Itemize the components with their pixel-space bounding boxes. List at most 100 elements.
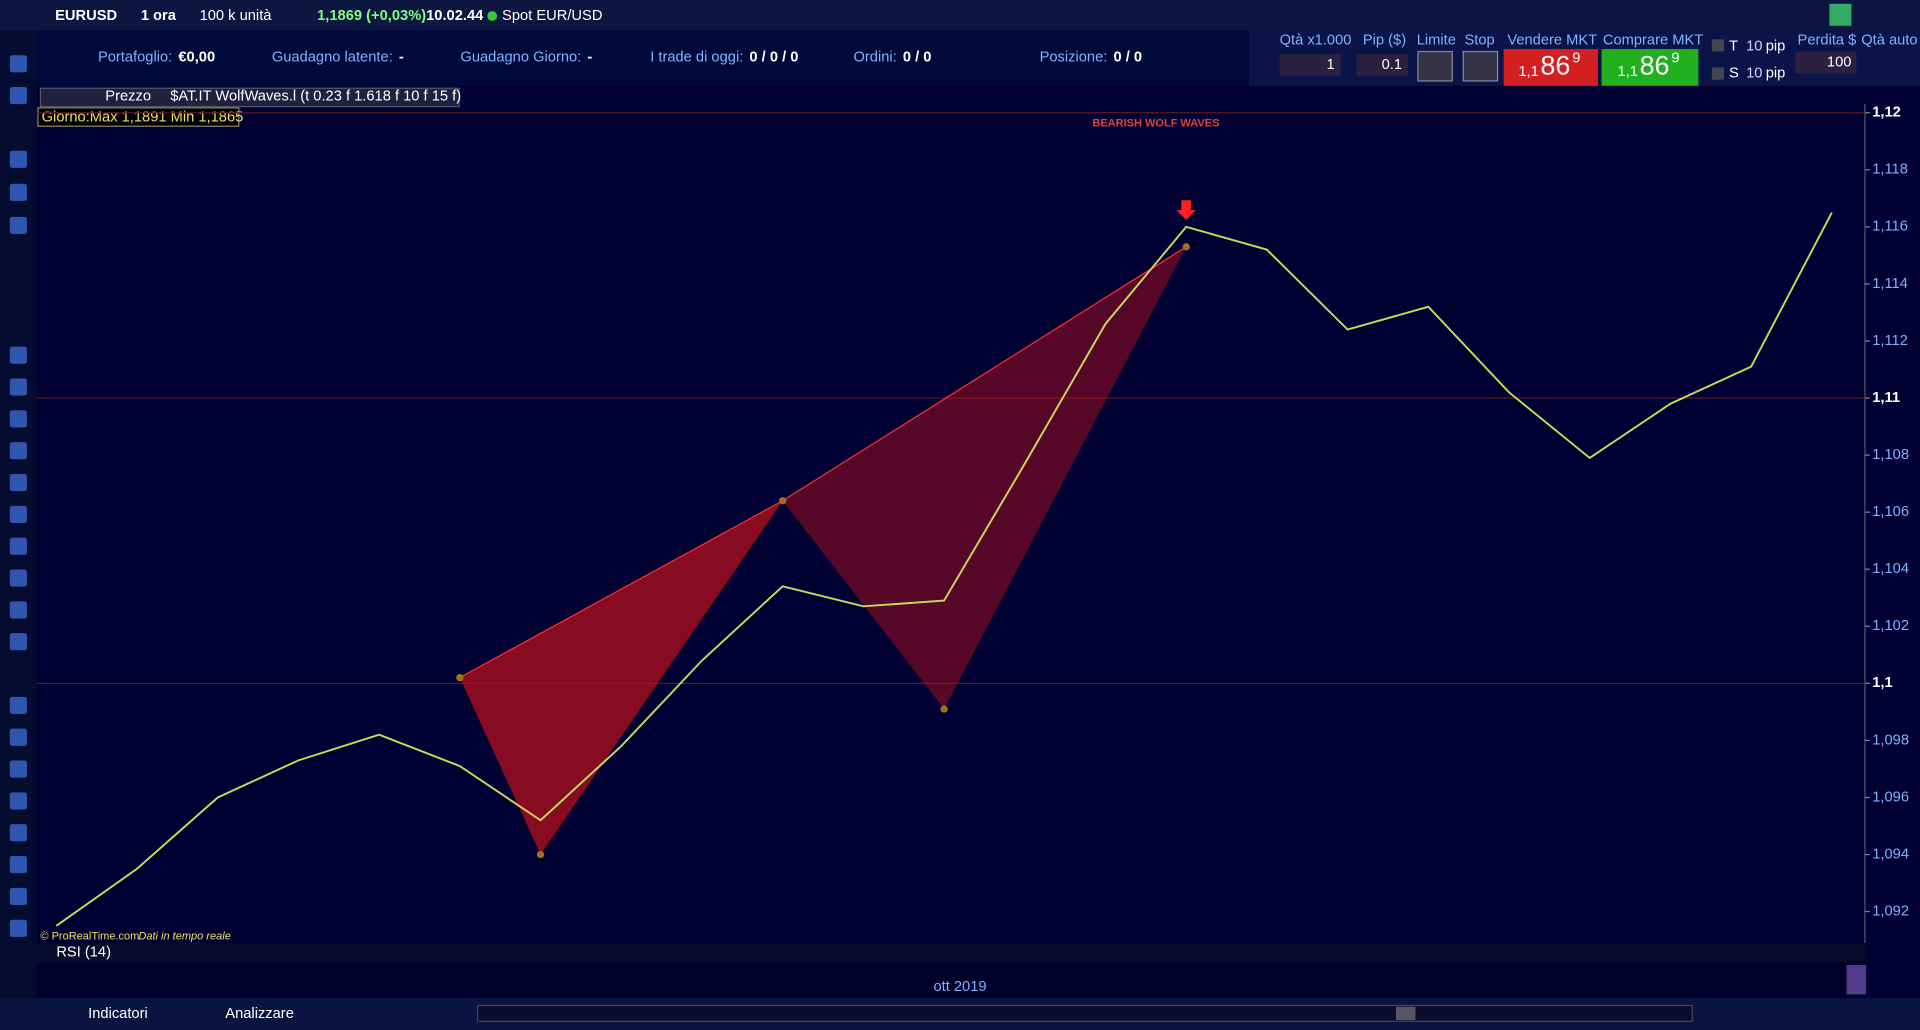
scroll-thumb[interactable]	[1395, 1006, 1416, 1021]
tool-icon[interactable]	[9, 505, 27, 523]
qty-input[interactable]	[1279, 53, 1341, 77]
account-value: -	[399, 50, 404, 66]
tool-icon[interactable]	[9, 856, 27, 874]
tool-icon[interactable]	[9, 792, 27, 810]
rsi: RSI (14)	[56, 945, 111, 961]
limit-btn[interactable]	[1417, 50, 1453, 82]
sell-button[interactable]	[1503, 49, 1598, 86]
scroll-right[interactable]	[1846, 965, 1867, 995]
y-tick-label: 1,106	[1872, 504, 1909, 520]
y-tick-label: 1,12	[1872, 105, 1901, 121]
tool-icon[interactable]	[9, 824, 27, 842]
wolf-point	[778, 497, 787, 505]
tool-icon[interactable]	[9, 887, 27, 905]
loss[interactable]: 100	[1827, 54, 1852, 70]
tool-icon[interactable]	[9, 216, 27, 234]
tool-icon[interactable]	[9, 569, 27, 587]
y-tick-label: 1,108	[1872, 447, 1909, 463]
timeframe[interactable]: 1 ora	[141, 8, 177, 24]
tool-icon[interactable]	[9, 55, 27, 73]
y-tick-label: 1,094	[1872, 846, 1909, 862]
wolf-point	[1182, 243, 1190, 251]
tool-icon[interactable]	[9, 378, 27, 396]
tool-icon[interactable]	[9, 728, 27, 746]
sync-icon[interactable]	[1829, 3, 1852, 26]
tool-icon[interactable]	[9, 442, 27, 460]
account-bar	[36, 30, 1249, 86]
account-value: 0 / 0	[903, 50, 932, 66]
qty[interactable]: 1	[1327, 57, 1335, 73]
y-tick-label: 1,1	[1872, 675, 1892, 691]
buy-sup[interactable]: 9	[1671, 51, 1679, 67]
s-check[interactable]	[1711, 67, 1725, 80]
tool-icon[interactable]	[9, 919, 27, 937]
brand: © ProRealTime.com	[40, 931, 139, 943]
tool-icon[interactable]	[9, 760, 27, 778]
tool-icon[interactable]	[9, 696, 27, 714]
tool-icon[interactable]	[9, 150, 27, 168]
s-pips[interactable]: 10	[1746, 65, 1762, 81]
scrollbar[interactable]	[476, 1004, 1693, 1022]
wolf-triangle	[459, 500, 783, 855]
sell-big[interactable]: 86	[1540, 51, 1570, 81]
annotation: BEARISH WOLF WAVES	[1092, 118, 1219, 130]
pip[interactable]: 0.1	[1382, 57, 1402, 73]
price-line	[55, 212, 1833, 927]
tool-icon[interactable]	[9, 183, 27, 201]
buy-button[interactable]	[1601, 49, 1699, 86]
account-value: €0,00	[178, 50, 215, 66]
tool-icon[interactable]	[9, 473, 27, 492]
account-label: Posizione:	[1040, 50, 1108, 66]
status-dot	[487, 11, 498, 21]
buy-big[interactable]: 86	[1640, 51, 1670, 81]
pip-label: Pip ($)	[1363, 32, 1406, 48]
wolf-point	[940, 705, 948, 713]
month: ott 2019	[933, 979, 986, 995]
loss-input[interactable]	[1795, 51, 1857, 74]
t: T	[1729, 39, 1738, 55]
auto-label: Qtà auto	[1861, 32, 1917, 48]
indicator: $AT.IT WolfWaves.l (t 0.23 f 1.618 f 10 …	[170, 89, 461, 105]
indicators[interactable]: Indicatori	[88, 1006, 148, 1022]
instrument: Spot EUR/USD	[502, 8, 602, 24]
y-tick-label: 1,114	[1872, 276, 1908, 292]
y-tick-label: 1,116	[1872, 219, 1908, 235]
sell-small[interactable]: 1,1	[1518, 64, 1538, 80]
wolf-point	[456, 673, 464, 682]
signal-arrow	[1176, 200, 1196, 220]
y-tick-label: 1,102	[1872, 618, 1909, 634]
t-pips[interactable]: 10	[1746, 39, 1762, 55]
tool-icon[interactable]	[9, 537, 27, 555]
pip-input[interactable]	[1356, 53, 1409, 77]
tool-icon[interactable]	[9, 87, 27, 105]
buy-small[interactable]: 1,1	[1618, 64, 1638, 80]
limit[interactable]: Limite	[1417, 32, 1456, 48]
rsi-bar	[36, 944, 1865, 963]
tool-icon[interactable]	[9, 410, 27, 428]
y-tick-label: 1,098	[1872, 732, 1909, 748]
quantity[interactable]: 100 k unità	[200, 8, 273, 24]
pip-word-2: pip	[1766, 65, 1786, 81]
tool-icon[interactable]	[9, 346, 27, 364]
y-tick-label: 1,104	[1872, 561, 1909, 577]
buy-label: Comprare MKT	[1603, 32, 1703, 48]
t-check[interactable]	[1711, 39, 1725, 52]
y-tick-label: 1,096	[1872, 789, 1909, 805]
y-tick-label: 1,11	[1872, 390, 1900, 406]
symbol[interactable]: EURUSD	[55, 8, 117, 24]
analyze[interactable]: Analizzare	[225, 1006, 294, 1022]
y-tick-label: 1,092	[1872, 903, 1909, 919]
stop[interactable]: Stop	[1464, 32, 1494, 48]
y-tick-label: 1,118	[1872, 162, 1908, 178]
x-axis	[36, 962, 1865, 997]
price-label: Prezzo	[105, 89, 151, 105]
tool-icon[interactable]	[9, 601, 27, 619]
sell-sup[interactable]: 9	[1572, 51, 1580, 67]
loss-label: Perdita $	[1798, 32, 1857, 48]
stop-btn[interactable]	[1462, 50, 1499, 82]
account-value: -	[587, 50, 592, 66]
wolf-line	[459, 246, 1187, 679]
tool-icon[interactable]	[9, 633, 27, 651]
account-label: Ordini:	[853, 50, 896, 66]
top-bar	[0, 0, 1920, 31]
